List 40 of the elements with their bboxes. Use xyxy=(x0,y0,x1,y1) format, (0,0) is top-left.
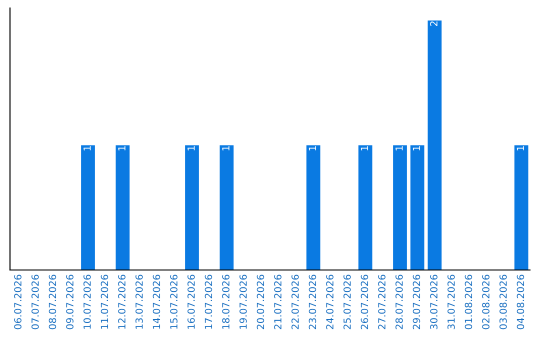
x-tick-label: 27.07.2026 xyxy=(378,274,386,330)
x-tick-label: 03.08.2026 xyxy=(499,274,507,330)
x-tick-label: 24.07.2026 xyxy=(326,274,334,330)
data-label: 1 xyxy=(222,146,230,150)
x-tick-label: 11.07.2026 xyxy=(100,274,108,329)
x-tick-label: 18.07.2026 xyxy=(222,274,230,329)
x-tick-label: 06.07.2026 xyxy=(14,274,22,330)
x-tick-label: 20.07.2026 xyxy=(256,274,264,330)
x-tick-label: 19.07.2026 xyxy=(239,274,247,329)
x-tick-label: 26.07.2026 xyxy=(360,274,368,330)
x-tick-label: 29.07.2026 xyxy=(412,274,420,330)
x-tick-label: 08.07.2026 xyxy=(48,274,56,330)
x-tick-label: 07.07.2026 xyxy=(31,274,39,330)
data-label: 1 xyxy=(188,146,195,150)
x-tick-label: 10.07.2026 xyxy=(83,274,91,329)
data-label: 1 xyxy=(396,146,403,150)
x-tick-label: 30.07.2026 xyxy=(430,274,438,330)
data-label: 1 xyxy=(412,146,420,150)
data-label: 1 xyxy=(360,146,368,150)
x-tick-label: 04.08.2026 xyxy=(516,274,524,330)
x-tick-label: 13.07.2026 xyxy=(135,274,143,329)
x-tick-label: 12.07.2026 xyxy=(118,274,126,329)
x-tick-label: 14.07.2026 xyxy=(152,274,160,329)
data-label: 1 xyxy=(84,146,91,150)
x-tick-label: 09.07.2026 xyxy=(66,274,74,330)
x-tick-label: 15.07.2026 xyxy=(170,274,178,329)
data-label: 1 xyxy=(516,146,524,150)
x-tick-label: 21.07.2026 xyxy=(274,274,282,330)
x-tick-label: 31.07.2026 xyxy=(447,274,455,330)
x-tick-label: 25.07.2026 xyxy=(343,274,351,330)
x-tick-label: 23.07.2026 xyxy=(308,274,316,330)
x-tick-label: 16.07.2026 xyxy=(187,274,195,329)
data-label: 1 xyxy=(308,146,316,150)
x-tick-label: 28.07.2026 xyxy=(395,274,403,330)
x-tick-label: 01.08.2026 xyxy=(464,274,472,330)
x-tick-label: 17.07.2026 xyxy=(204,274,212,329)
data-label: 1 xyxy=(118,146,126,150)
x-tick-label: 02.08.2026 xyxy=(482,274,490,330)
x-tick-label: 22.07.2026 xyxy=(291,274,299,330)
data-label: 2 xyxy=(430,21,438,26)
